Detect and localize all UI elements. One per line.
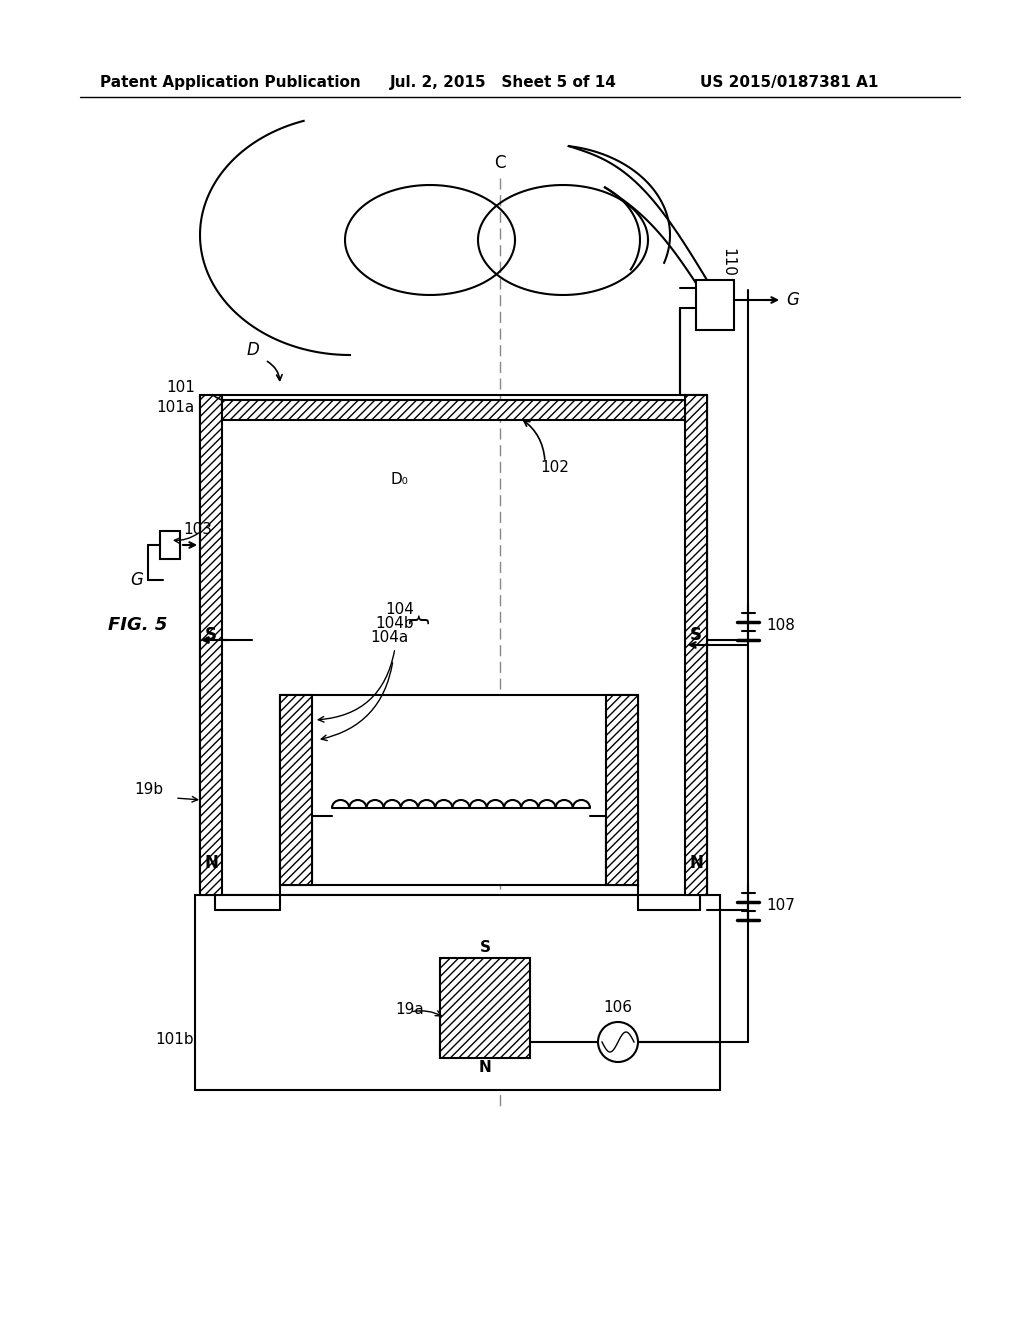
Bar — [696, 280, 734, 330]
Text: N: N — [478, 1060, 492, 1076]
Text: Patent Application Publication: Patent Application Publication — [100, 74, 360, 90]
Text: G: G — [786, 290, 799, 309]
Text: 104b: 104b — [375, 616, 414, 631]
Text: D: D — [247, 341, 260, 359]
Text: 101a: 101a — [157, 400, 195, 416]
Text: G: G — [130, 572, 143, 589]
Text: 101b: 101b — [155, 1032, 194, 1048]
Bar — [685, 395, 707, 895]
Text: S: S — [205, 626, 217, 644]
Bar — [606, 696, 638, 884]
Bar — [440, 958, 530, 1059]
Bar — [200, 395, 222, 895]
Text: }: } — [407, 610, 427, 624]
Text: 19a: 19a — [395, 1002, 424, 1018]
Bar — [160, 531, 180, 558]
Text: Jul. 2, 2015   Sheet 5 of 14: Jul. 2, 2015 Sheet 5 of 14 — [390, 74, 616, 90]
Bar — [195, 895, 720, 1090]
Text: C: C — [495, 154, 506, 172]
Text: 107: 107 — [766, 899, 795, 913]
Text: 104a: 104a — [370, 630, 409, 644]
Text: S: S — [479, 940, 490, 956]
Text: 110: 110 — [720, 248, 735, 276]
Text: 103: 103 — [183, 523, 212, 537]
Bar — [222, 400, 685, 420]
Text: 102: 102 — [540, 461, 569, 475]
Text: 104: 104 — [385, 602, 414, 618]
Text: 101: 101 — [166, 380, 195, 395]
Bar — [280, 696, 312, 884]
Text: 106: 106 — [603, 1001, 633, 1015]
Text: US 2015/0187381 A1: US 2015/0187381 A1 — [700, 74, 879, 90]
Text: S: S — [690, 626, 702, 644]
Text: N: N — [204, 854, 218, 873]
Bar — [280, 696, 638, 884]
Text: N: N — [689, 854, 702, 873]
Text: 108: 108 — [766, 619, 795, 634]
Text: 19b: 19b — [134, 783, 163, 797]
Text: D₀: D₀ — [390, 473, 408, 487]
Text: FIG. 5: FIG. 5 — [108, 616, 167, 634]
